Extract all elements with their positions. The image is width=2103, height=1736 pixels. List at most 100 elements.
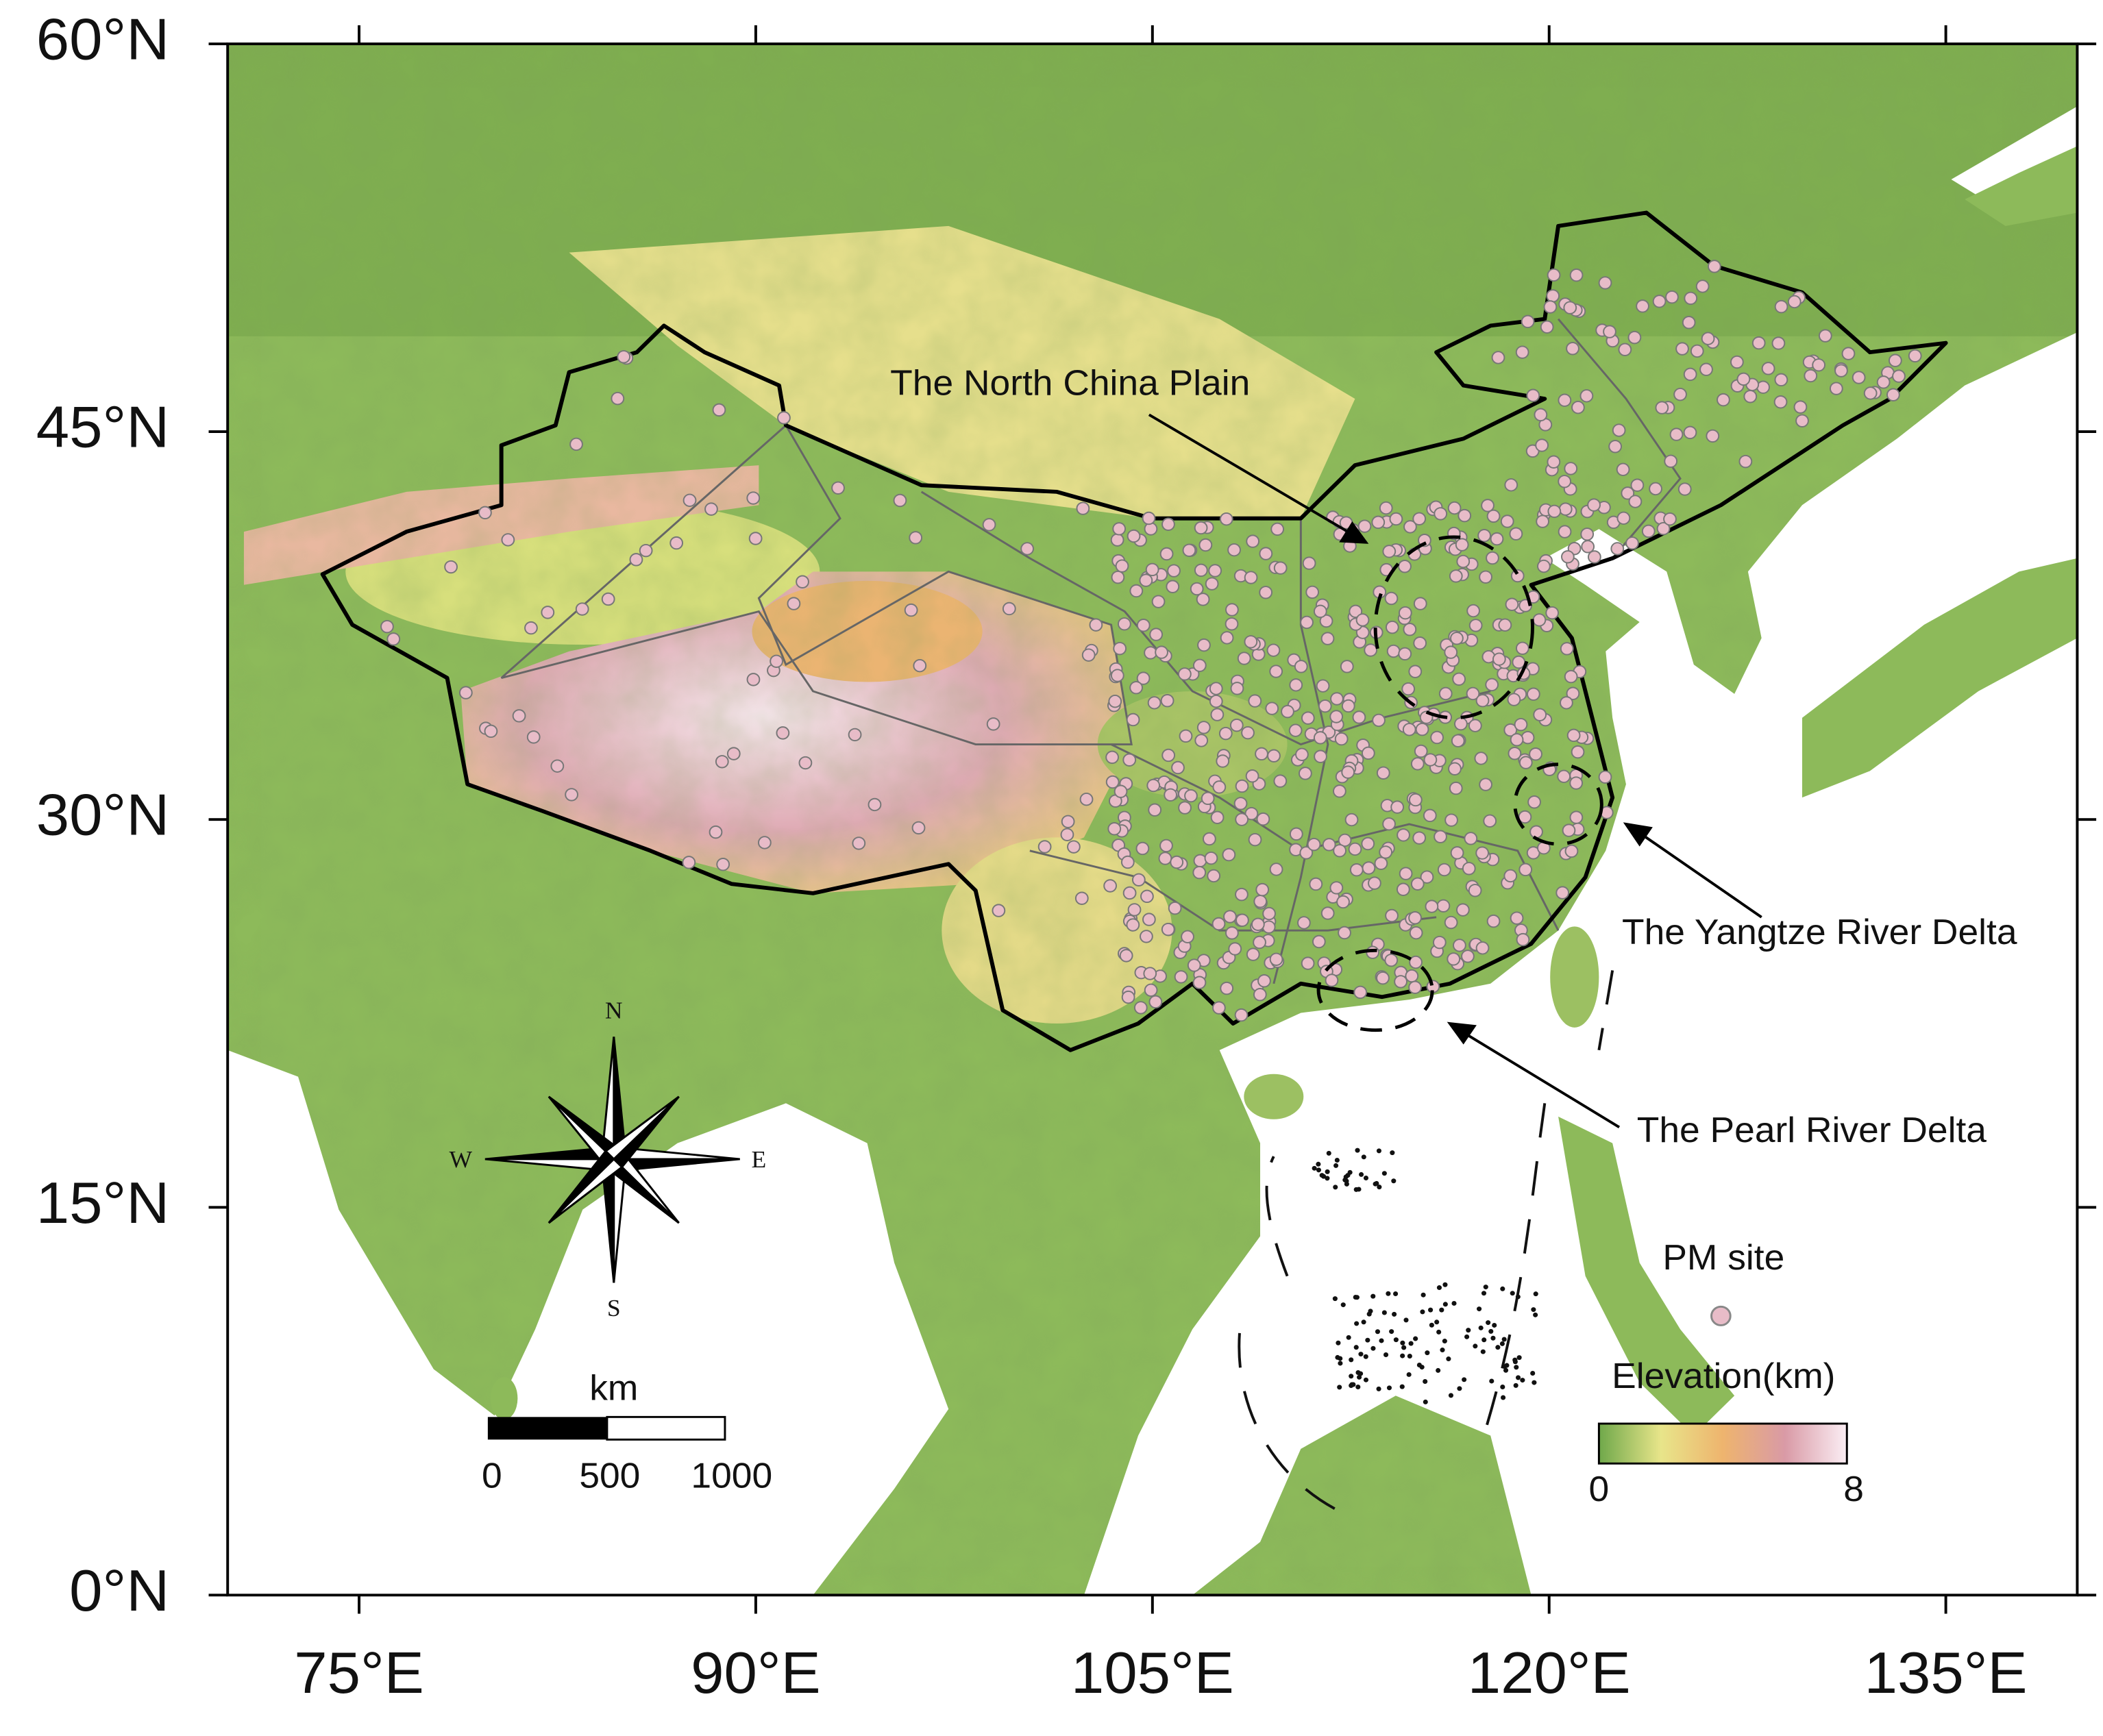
pm-site: [1352, 710, 1366, 724]
island: [1401, 1345, 1407, 1350]
pm-site: [1396, 882, 1410, 896]
pm-site: [1364, 643, 1378, 657]
pm-site: [1246, 947, 1260, 961]
island: [1439, 1307, 1444, 1313]
pm-site: [1212, 1001, 1226, 1015]
pm-site: [1479, 778, 1492, 791]
pm-site: [1503, 723, 1518, 737]
pm-site: [1510, 733, 1524, 747]
pm-site: [1515, 641, 1529, 655]
pm-site: [1701, 332, 1715, 345]
pm-site: [1182, 543, 1196, 557]
pm-site: [1273, 561, 1288, 575]
island: [1457, 1386, 1462, 1391]
lat-tick-label: 60°N: [36, 7, 169, 72]
pm-site: [1403, 520, 1417, 534]
compass-label: N: [605, 997, 623, 1024]
pm-site: [1505, 597, 1519, 611]
pm-site: [1804, 369, 1818, 383]
pm-site: [1562, 823, 1576, 837]
pm-site: [1135, 841, 1150, 856]
island: [1354, 1295, 1360, 1300]
pm-site: [1340, 660, 1354, 673]
pm-site: [1126, 918, 1140, 932]
pm-site: [1161, 517, 1175, 531]
pm-site: [1743, 390, 1758, 404]
island: [1325, 1176, 1330, 1181]
island: [1442, 1302, 1448, 1307]
island: [1446, 1356, 1451, 1362]
pm-site: [1625, 536, 1639, 550]
pm-site: [1468, 619, 1483, 632]
pm-site: [1409, 926, 1423, 940]
island: [1365, 1337, 1370, 1343]
pm-site: [715, 755, 729, 769]
pm-site: [1398, 647, 1412, 661]
pm-site: [913, 658, 927, 673]
pm-site: [1787, 295, 1801, 309]
pm-site: [1300, 615, 1314, 630]
pm-site: [1120, 855, 1135, 869]
pm-site: [776, 726, 790, 740]
pm-site: [1126, 712, 1140, 727]
pm-site: [986, 717, 1000, 731]
pm-site: [1616, 462, 1630, 477]
island: [1515, 1375, 1521, 1380]
island: [1400, 1340, 1405, 1346]
pm-site: [1312, 934, 1326, 949]
lon-tick-label: 105°E: [1071, 1641, 1234, 1706]
pm-site: [617, 350, 631, 364]
pm-site: [444, 560, 458, 574]
pm-site: [1412, 831, 1427, 845]
pm-site: [1479, 570, 1492, 584]
pm-site: [1246, 534, 1260, 548]
pm-site: [1372, 713, 1386, 728]
island: [1346, 1335, 1351, 1340]
pm-site: [1888, 354, 1902, 367]
island: [1510, 1291, 1515, 1296]
island: [1334, 1157, 1340, 1163]
pm-site: [1122, 886, 1137, 900]
pm-site: [1560, 642, 1574, 656]
pm-site: [1218, 726, 1233, 741]
pm-site: [911, 821, 926, 835]
pm-site: [904, 603, 918, 617]
island: [1481, 1337, 1487, 1343]
island: [1486, 1320, 1491, 1326]
pm-site: [1139, 573, 1153, 587]
pm-site: [1235, 913, 1249, 927]
pm-site: [1537, 559, 1551, 573]
pm-site: [1209, 682, 1223, 695]
pm-site: [748, 532, 763, 545]
pm-site: [1466, 686, 1480, 701]
island: [1434, 1319, 1440, 1325]
island: [1355, 1148, 1360, 1153]
scale-label: 1000: [691, 1456, 772, 1496]
pm-site: [1257, 974, 1271, 988]
island: [1436, 1329, 1442, 1335]
pm-site: [757, 836, 772, 850]
pm-site: [1313, 604, 1327, 619]
pm-site: [1318, 699, 1332, 713]
pm-site: [1002, 602, 1016, 616]
island: [1533, 1312, 1538, 1317]
pm-site: [1194, 734, 1209, 747]
pm-site: [1237, 652, 1251, 665]
pm-site: [629, 553, 643, 567]
pm-site: [1205, 577, 1219, 591]
pm-site: [1669, 427, 1684, 441]
arrows: [1148, 413, 1762, 1129]
island: [1464, 1334, 1470, 1339]
pm-site: [831, 481, 845, 495]
pm-site: [1361, 746, 1375, 760]
pm-site: [1630, 478, 1645, 492]
pm-site: [1490, 532, 1504, 546]
island: [1492, 1322, 1497, 1328]
pm-site: [1297, 916, 1311, 930]
pm-site: [501, 533, 515, 547]
pm-site: [1394, 975, 1407, 989]
pm-site: [1521, 314, 1535, 329]
pm-site: [1155, 645, 1168, 659]
pm-site: [1385, 620, 1399, 634]
island: [1379, 1338, 1384, 1343]
